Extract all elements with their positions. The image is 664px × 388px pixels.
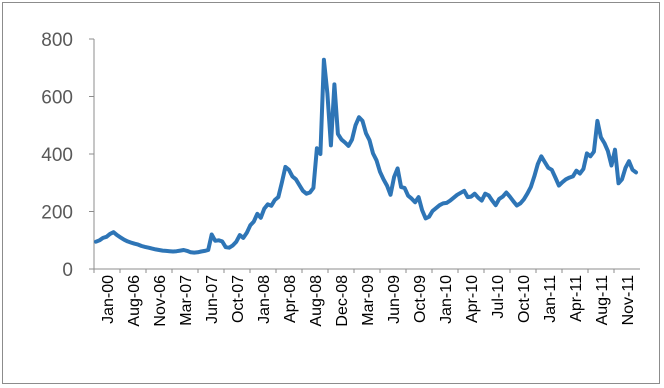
x-tick-label: Jan-11 <box>542 275 559 323</box>
x-tick-label: Aug-08 <box>308 275 325 327</box>
x-tick-label: Nov-11 <box>620 275 637 325</box>
y-axis: 0 200 400 600 800 <box>41 30 94 281</box>
series-line <box>96 60 636 253</box>
y-tick-label: 800 <box>41 30 73 51</box>
x-tick-label: Oct-07 <box>230 275 247 323</box>
plot-area <box>96 60 636 253</box>
x-tick-label: Jun-09 <box>386 275 403 324</box>
x-tick-label: Jan-10 <box>438 275 455 324</box>
y-tick-label: 400 <box>41 145 73 166</box>
x-tick-label: Mar-09 <box>360 275 377 326</box>
x-tick-label: Oct-10 <box>516 275 533 323</box>
x-tick-label: Jul-10 <box>490 275 507 319</box>
x-axis: Jan-00 Aug-06 Nov-06 Mar-07 Jun-07 Oct-07 Jan-… <box>94 269 640 327</box>
x-tick-label: Aug-11 <box>594 275 611 326</box>
x-tick-label: Jun-07 <box>204 275 221 324</box>
y-tick-label: 200 <box>41 203 73 224</box>
x-tick-label: Apr-10 <box>464 275 481 323</box>
x-tick-label: Aug-06 <box>126 275 143 327</box>
x-tick-label: Mar-07 <box>178 275 195 326</box>
chart-frame: 0 200 400 600 800 Jan-00 Aug-06 Nov-06 Mar-07 Ju… <box>2 2 660 384</box>
x-tick-label: Apr-11 <box>568 275 585 322</box>
x-tick-label: Jan-08 <box>256 275 273 324</box>
line-chart: 0 200 400 600 800 Jan-00 Aug-06 Nov-06 Mar-07 Ju… <box>3 3 659 383</box>
y-tick-label: 600 <box>41 88 73 109</box>
x-tick-label: Dec-08 <box>334 275 351 327</box>
x-tick-label: Apr-08 <box>282 275 299 323</box>
y-tick-label: 0 <box>62 260 73 281</box>
x-tick-label: Oct-09 <box>412 275 429 323</box>
x-tick-label: Jan-00 <box>100 275 117 324</box>
x-tick-label: Nov-06 <box>152 275 169 327</box>
